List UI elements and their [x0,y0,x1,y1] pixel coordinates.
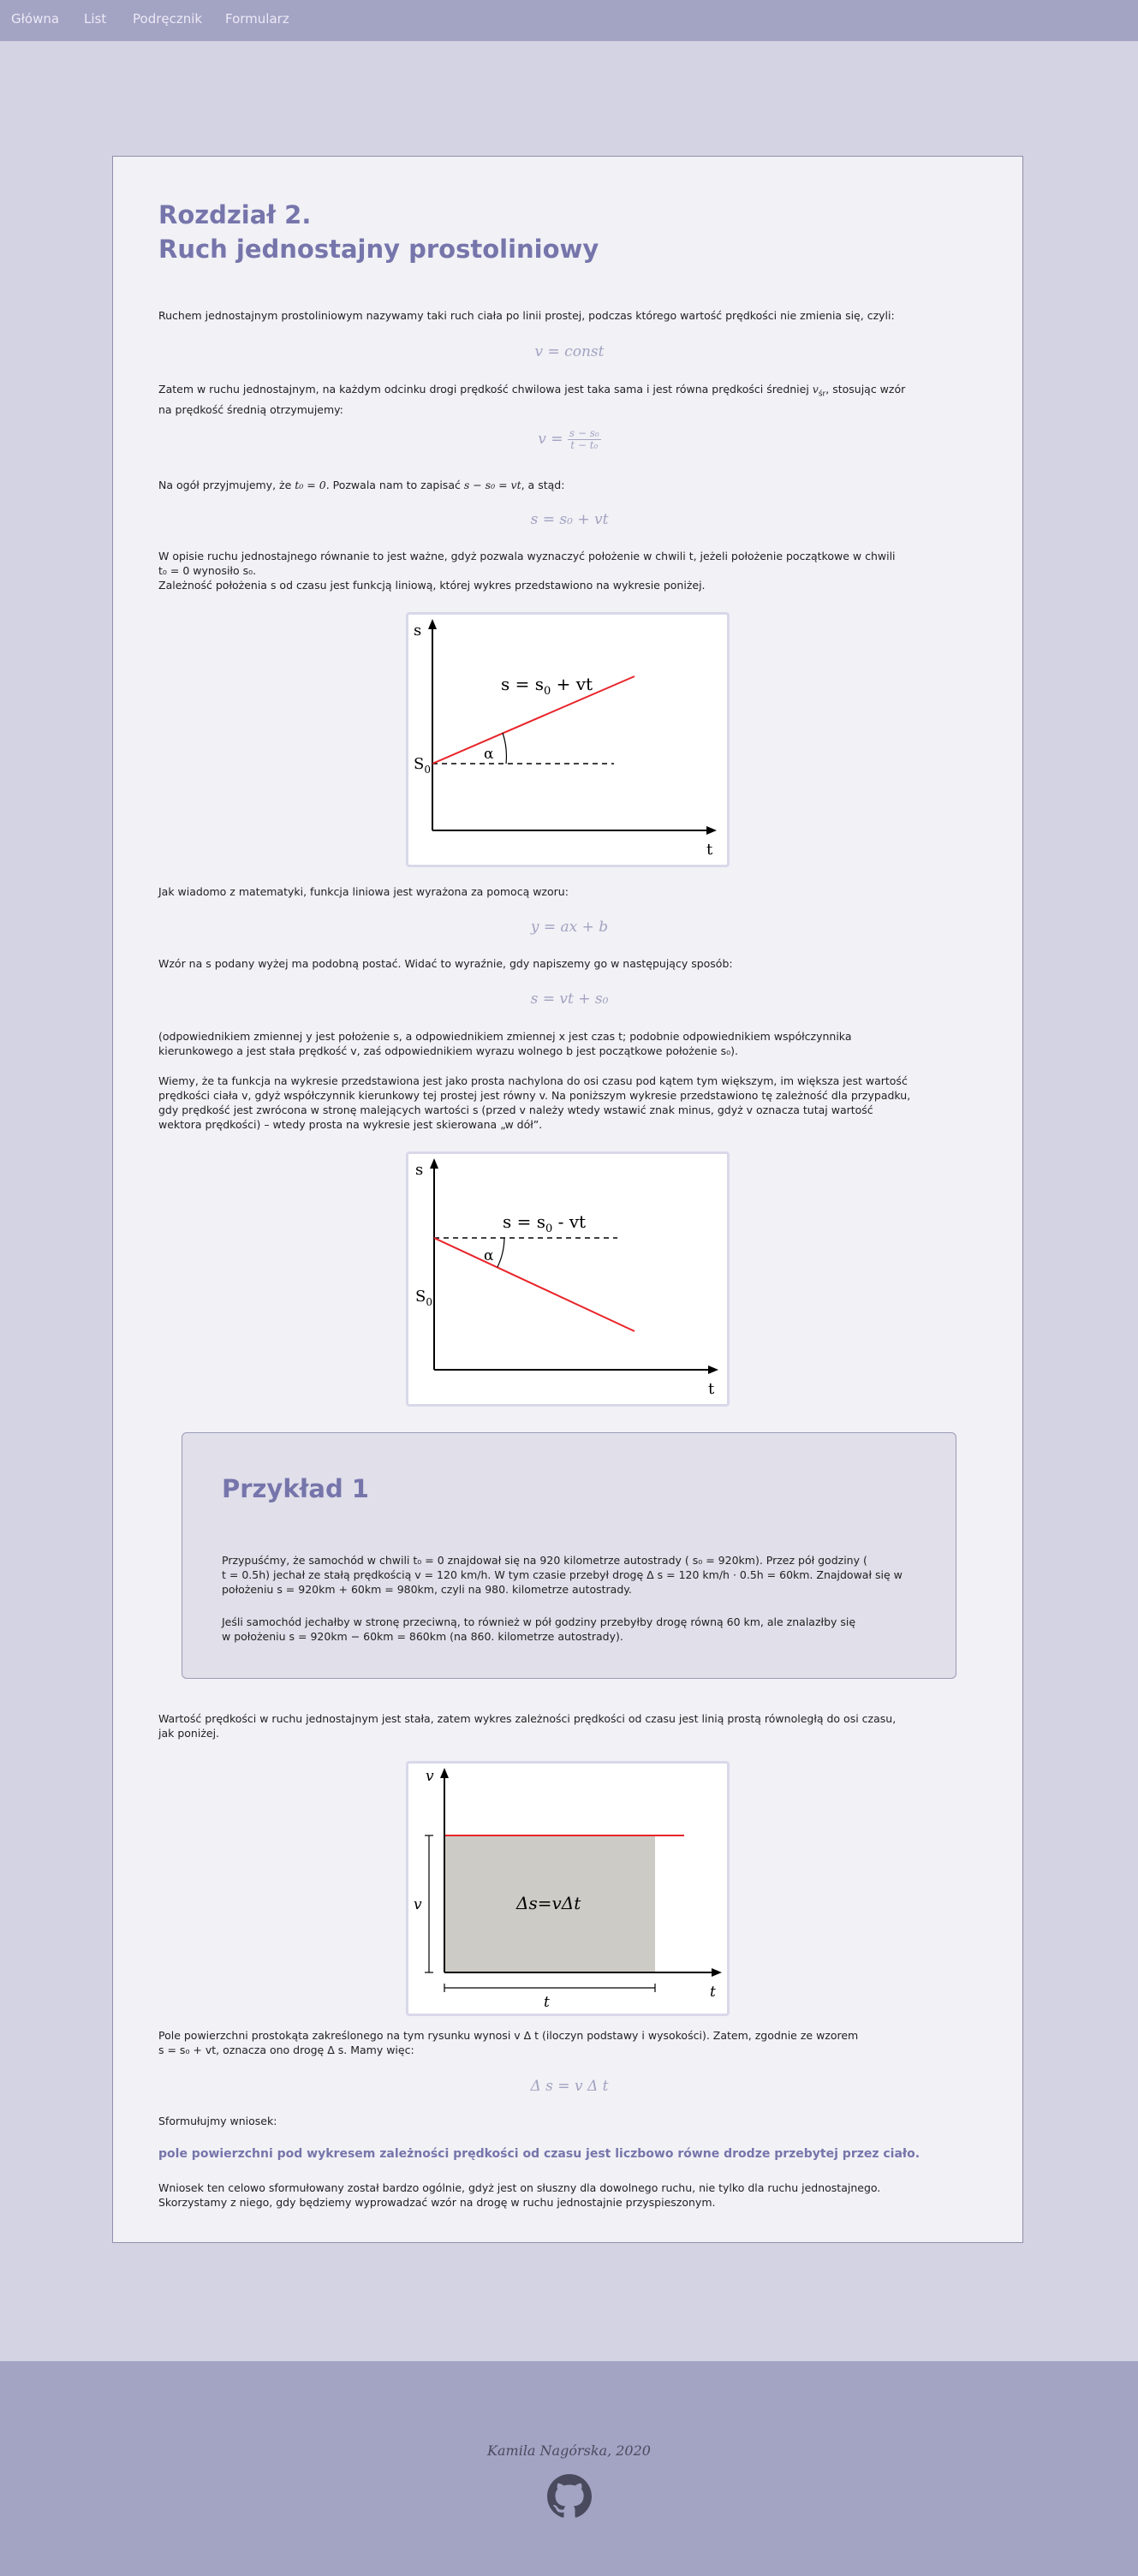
alpha-label: α [484,746,494,763]
formula-distance: Δ s = v Δ t [530,2078,609,2095]
github-icon[interactable] [547,2474,592,2519]
x-axis-label: t [706,841,713,859]
example-paragraph-1: Przypuśćmy, że samochód w chwili t₀ = 0 … [222,1554,903,1596]
title-line-1: Rozdział 2. [158,200,312,229]
area-label: Δs=vΔt [515,1893,581,1913]
paragraph-conclusion-intro: Sformułujmy wniosek: [158,2115,277,2127]
example-box: Przykład 1 Przypuśćmy, że samochód w chw… [182,1432,956,1679]
paragraph-correspondence: (odpowiednikiem zmiennej y jest położeni… [158,1030,852,1057]
s0-label: S0 [415,1288,432,1308]
navbar: Główna List Podręcznik Formularz [0,0,1138,41]
y-axis-label: s [415,1161,423,1179]
formula-rewrite: s = vt + s₀ [530,991,609,1008]
paragraph-slope: Wiemy, że ta funkcja na wykresie przedst… [158,1074,911,1131]
t-width-label: t [544,1994,550,2011]
graph-velocity: v t v t Δs=vΔt [406,1761,730,2016]
y-axis-label: v [426,1768,434,1785]
formula-average-speed: v = s − s₀ t − t₀ [538,427,601,451]
content-card: Rozdział 2. Ruch jednostajny prostolinio… [112,156,1023,2243]
graph-position-increasing: s t S0 α s = s0 + vt [406,612,730,867]
equation-label: s = s0 + vt [501,674,593,698]
paragraph-linear-function: Jak wiadomo z matematyki, funkcja liniow… [158,885,569,898]
paragraph-definition: Ruchem jednostajnym prostoliniowym nazyw… [158,309,895,322]
title-line-2: Ruch jednostajny prostoliniowy [158,235,599,264]
fraction: s − s₀ t − t₀ [567,427,601,451]
equation-label: s = s0 - vt [503,1211,586,1235]
nav-link-list[interactable]: List [84,11,107,27]
v-height-label: v [414,1896,422,1913]
paragraph-position-meaning: W opisie ruchu jednostajnego równanie to… [158,550,896,592]
formula-position: s = s₀ + vt [530,511,609,528]
paragraph-average-speed: Zatem w ruchu jednostajnym, na każdym od… [158,383,906,416]
conclusion-highlight: pole powierzchni pod wykresem zależności… [158,2147,921,2161]
formula-const: v = const [534,343,605,360]
paragraph-velocity-graph: Wartość prędkości w ruchu jednostajnym j… [158,1712,897,1740]
s0-label: S0 [414,755,431,776]
footer: Kamila Nagórska, 2020 [0,2361,1138,2576]
paragraph-rewrite: Wzór na s podany wyżej ma podobną postać… [158,957,733,970]
nav-link-textbook[interactable]: Podręcznik [133,11,203,27]
paragraph-assumption: Na ogół przyjmujemy, że t₀ = 0. Pozwala … [158,479,565,491]
x-axis-label: t [708,1380,715,1398]
paragraph-final: Wniosek ten celowo sformułowany został b… [158,2181,881,2209]
page-title: Rozdział 2. Ruch jednostajny prostolinio… [158,198,929,266]
example-paragraph-2: Jeśli samochód jechałby w stronę przeciw… [222,1615,856,1643]
paragraph-area: Pole powierzchni prostokąta zakreślonego… [158,2029,859,2056]
x-axis-label: t [710,1984,716,2001]
nav-link-home[interactable]: Główna [11,11,60,27]
formula-linear: y = ax + b [530,919,609,936]
footer-signature: Kamila Nagórska, 2020 [487,2442,651,2459]
example-title: Przykład 1 [222,1474,369,1503]
y-axis-label: s [414,622,421,640]
nav-link-form[interactable]: Formularz [225,11,289,27]
alpha-label: α [484,1247,494,1264]
graph-position-decreasing: s t S0 α s = s0 - vt [406,1151,730,1407]
